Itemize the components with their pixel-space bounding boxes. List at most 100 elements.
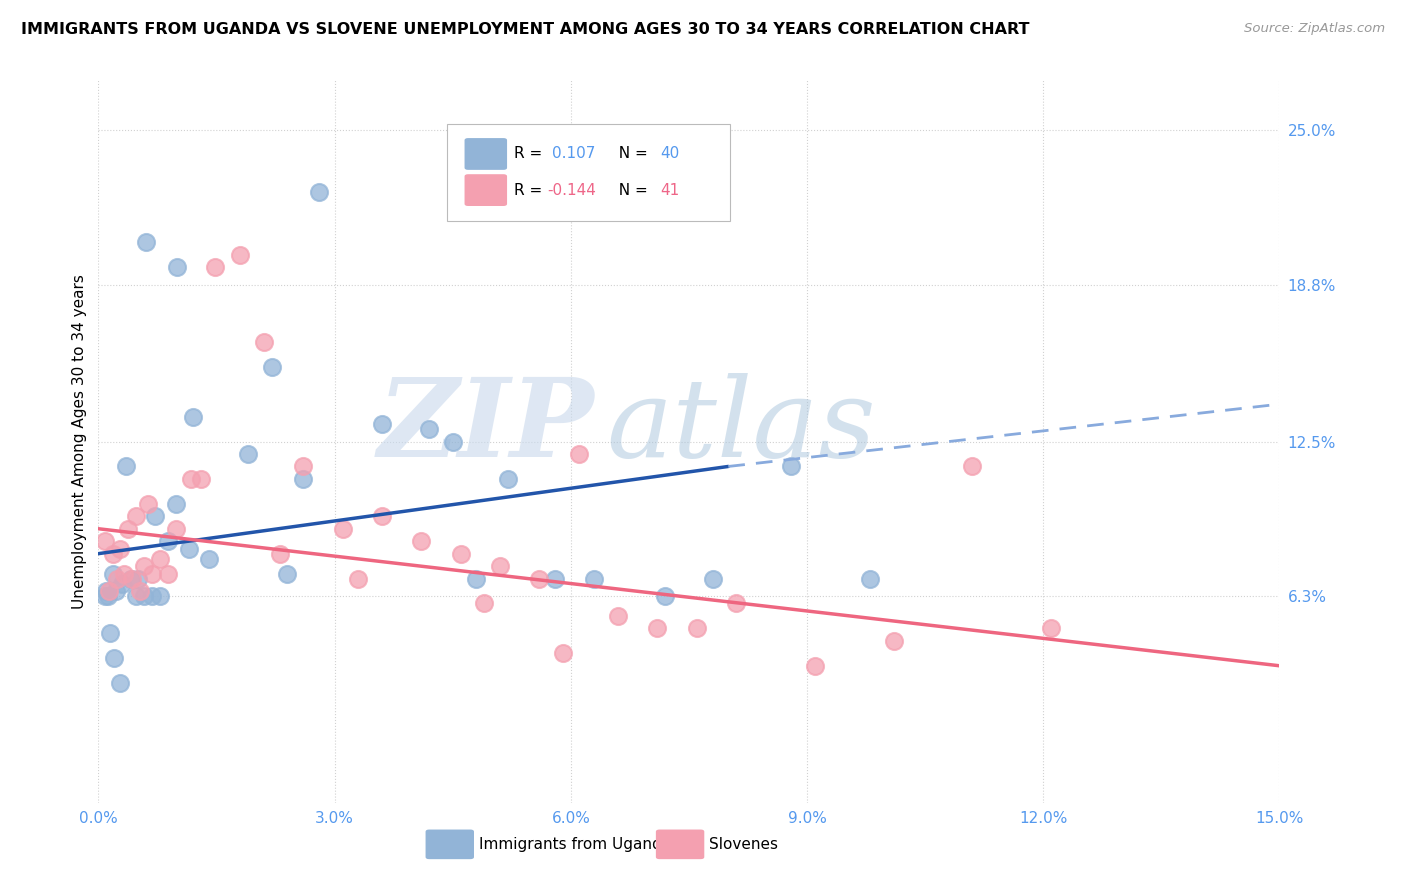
Point <box>260 359 283 374</box>
Point <box>105 572 128 586</box>
Text: Source: ZipAtlas.com: Source: ZipAtlas.com <box>1244 22 1385 36</box>
Point <box>121 572 143 586</box>
Point <box>269 547 291 561</box>
Point <box>141 589 163 603</box>
Point <box>371 417 394 431</box>
Point <box>411 534 433 549</box>
FancyBboxPatch shape <box>426 830 474 859</box>
Point <box>181 409 204 424</box>
Point <box>883 633 905 648</box>
Text: N =: N = <box>609 183 652 198</box>
Point <box>125 509 148 524</box>
Point <box>149 551 172 566</box>
FancyBboxPatch shape <box>464 138 508 169</box>
Point <box>229 248 252 262</box>
Text: Immigrants from Uganda: Immigrants from Uganda <box>478 838 671 852</box>
Point <box>132 589 155 603</box>
Point <box>112 566 135 581</box>
FancyBboxPatch shape <box>655 830 704 859</box>
Point <box>110 541 132 556</box>
Point <box>180 472 202 486</box>
Point <box>93 534 115 549</box>
Point <box>450 547 472 561</box>
Point <box>156 566 179 581</box>
Point <box>647 621 669 635</box>
Point <box>496 472 519 486</box>
Point <box>177 541 200 556</box>
Text: 41: 41 <box>661 183 681 198</box>
Point <box>418 422 440 436</box>
Point <box>725 597 748 611</box>
Point <box>121 572 143 586</box>
Point <box>93 589 115 603</box>
Point <box>236 447 259 461</box>
Point <box>702 572 724 586</box>
Point <box>101 566 124 581</box>
Point <box>308 186 330 200</box>
Text: R =: R = <box>515 183 547 198</box>
Point <box>136 497 159 511</box>
Text: ZIP: ZIP <box>378 374 595 481</box>
Point <box>129 584 152 599</box>
Point <box>103 651 125 665</box>
FancyBboxPatch shape <box>447 124 730 221</box>
Point <box>197 551 219 566</box>
Point <box>654 589 676 603</box>
Point <box>125 589 148 603</box>
Point <box>101 547 124 561</box>
Point <box>135 235 157 250</box>
Point <box>104 584 127 599</box>
Point <box>292 472 315 486</box>
FancyBboxPatch shape <box>464 174 508 206</box>
Point <box>111 576 134 591</box>
Point <box>1040 621 1063 635</box>
Point <box>804 658 827 673</box>
Point <box>96 584 118 599</box>
Point <box>276 566 298 581</box>
Point <box>149 589 172 603</box>
Point <box>165 497 187 511</box>
Point <box>441 434 464 449</box>
Point <box>347 572 370 586</box>
Point <box>97 589 120 603</box>
Point <box>98 626 121 640</box>
Point <box>489 559 512 574</box>
Text: N =: N = <box>609 146 652 161</box>
Point <box>686 621 709 635</box>
Point <box>117 522 139 536</box>
Text: atlas: atlas <box>606 374 876 481</box>
Point <box>332 522 354 536</box>
Point <box>607 609 630 624</box>
Point <box>115 459 138 474</box>
Point <box>472 597 495 611</box>
Point <box>780 459 803 474</box>
Point <box>132 559 155 574</box>
Point <box>859 572 882 586</box>
Point <box>253 334 276 349</box>
Point <box>165 522 187 536</box>
Point <box>190 472 212 486</box>
Text: -0.144: -0.144 <box>547 183 596 198</box>
Point <box>465 572 488 586</box>
Point <box>544 572 567 586</box>
Point <box>204 260 226 274</box>
Point <box>292 459 315 474</box>
Point <box>156 534 179 549</box>
Point <box>371 509 394 524</box>
Text: 40: 40 <box>661 146 681 161</box>
Point <box>110 676 132 690</box>
Text: 0.107: 0.107 <box>553 146 595 161</box>
Y-axis label: Unemployment Among Ages 30 to 34 years: Unemployment Among Ages 30 to 34 years <box>72 274 87 609</box>
Point <box>583 572 606 586</box>
Text: Slovenes: Slovenes <box>709 838 778 852</box>
Point <box>551 646 574 660</box>
Text: IMMIGRANTS FROM UGANDA VS SLOVENE UNEMPLOYMENT AMONG AGES 30 TO 34 YEARS CORRELA: IMMIGRANTS FROM UGANDA VS SLOVENE UNEMPL… <box>21 22 1029 37</box>
Point <box>143 509 166 524</box>
Point <box>97 584 120 599</box>
Point <box>166 260 188 274</box>
Point <box>141 566 163 581</box>
Text: R =: R = <box>515 146 547 161</box>
Point <box>529 572 551 586</box>
Point <box>568 447 591 461</box>
Point <box>127 572 149 586</box>
